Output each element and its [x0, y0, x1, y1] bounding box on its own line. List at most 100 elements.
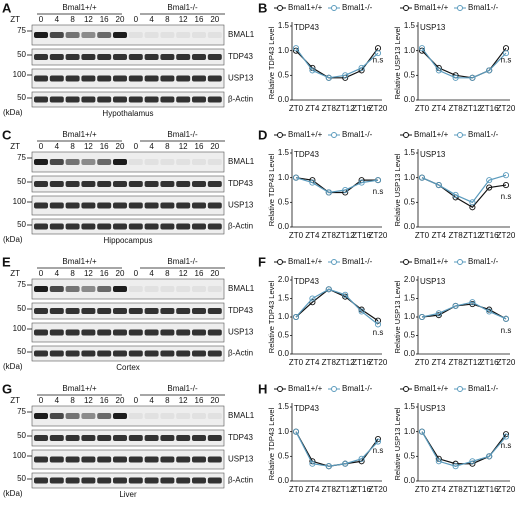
y-tick-label: 0.0	[278, 349, 290, 358]
x-tick-label: ZT16	[352, 485, 371, 494]
band	[34, 413, 48, 419]
band	[176, 435, 191, 441]
band	[128, 202, 143, 209]
band	[97, 477, 112, 484]
band	[160, 329, 175, 336]
y-axis-label: Relative USP13 Level	[393, 280, 402, 353]
lane-label: 8	[165, 396, 170, 405]
lane-label: 0	[134, 15, 139, 24]
y-tick-label: 2.0	[278, 275, 290, 284]
x-tick-label: ZT20	[497, 104, 516, 113]
band	[34, 181, 48, 187]
group-label: Bmal1+/+	[62, 384, 97, 393]
series-line	[421, 47, 507, 79]
band	[207, 329, 222, 336]
legend-marker	[331, 386, 337, 392]
group-label: Bmal1-/-	[167, 384, 198, 393]
data-point	[469, 458, 476, 465]
band	[160, 286, 175, 292]
band	[144, 223, 159, 230]
group-label: Bmal1+/+	[62, 257, 97, 266]
x-tick-label: ZT16	[352, 231, 371, 240]
band	[97, 350, 112, 357]
band	[192, 181, 206, 187]
protein-label: β-Actin	[228, 476, 253, 485]
y-tick-label: 1.5	[278, 148, 290, 157]
band	[113, 286, 127, 292]
x-tick-label: ZT8	[448, 358, 463, 367]
x-tick-label: ZT0	[289, 231, 304, 240]
band	[128, 96, 143, 103]
lane-label: 16	[100, 269, 109, 278]
band	[192, 202, 206, 209]
blot-strip	[31, 218, 225, 235]
y-tick-label: 0.0	[404, 95, 416, 104]
band	[65, 286, 80, 292]
lane-label: 8	[165, 142, 170, 151]
lane-label: 12	[179, 269, 188, 278]
y-tick-label: 1.0	[278, 46, 290, 55]
panel-letter: B	[258, 0, 267, 15]
band	[207, 456, 222, 463]
zt-label: ZT	[10, 269, 20, 278]
band	[97, 202, 112, 209]
band	[207, 435, 222, 441]
y-axis-label: Relative TDP43 Level	[267, 407, 276, 480]
band	[128, 477, 143, 484]
band	[192, 435, 206, 441]
band	[81, 159, 96, 165]
band	[207, 286, 222, 292]
band	[81, 456, 96, 463]
protein-label: BMAL1	[228, 30, 255, 39]
x-tick-label: ZT16	[480, 104, 499, 113]
blot-strip	[31, 195, 225, 216]
band	[160, 350, 175, 357]
marker-label: 75	[17, 280, 26, 289]
lane-label: 4	[55, 142, 60, 151]
panel-letter: C	[2, 127, 12, 142]
data-point	[374, 321, 382, 328]
band	[207, 96, 222, 103]
band	[192, 456, 206, 463]
band	[160, 96, 175, 103]
band	[81, 75, 96, 82]
data-point	[469, 299, 476, 306]
x-tick-label: ZT20	[369, 231, 388, 240]
band	[49, 329, 64, 336]
axis-line	[291, 276, 382, 355]
band	[49, 75, 64, 82]
x-tick-label: ZT0	[415, 358, 430, 367]
lane-label: 12	[84, 269, 93, 278]
series-line	[421, 303, 507, 320]
band	[97, 181, 112, 187]
data-point	[435, 312, 442, 319]
x-tick-label: ZT4	[432, 231, 447, 240]
band	[192, 75, 206, 82]
band	[81, 350, 96, 357]
marker-label: 50	[17, 93, 26, 102]
band	[113, 54, 127, 60]
marker-label: 100	[13, 451, 27, 460]
lane-label: 4	[149, 142, 154, 151]
band	[128, 54, 143, 60]
x-tick-label: ZT12	[463, 104, 482, 113]
legend-label: Bmal1-/-	[468, 3, 499, 12]
band	[81, 477, 96, 484]
band	[207, 75, 222, 82]
series-line	[295, 431, 379, 467]
band	[97, 54, 112, 60]
band	[176, 223, 191, 230]
band	[65, 223, 80, 230]
marker-label: 100	[13, 197, 27, 206]
legend-marker	[403, 259, 409, 265]
band	[192, 308, 206, 314]
band	[128, 159, 143, 165]
band	[128, 435, 143, 441]
band	[113, 181, 127, 187]
y-tick-label: 0.5	[404, 197, 416, 206]
x-tick-label: ZT8	[448, 231, 463, 240]
x-tick-label: ZT4	[305, 104, 320, 113]
band	[144, 350, 159, 357]
data-point	[469, 199, 476, 206]
y-tick-label: 0.5	[278, 70, 290, 79]
